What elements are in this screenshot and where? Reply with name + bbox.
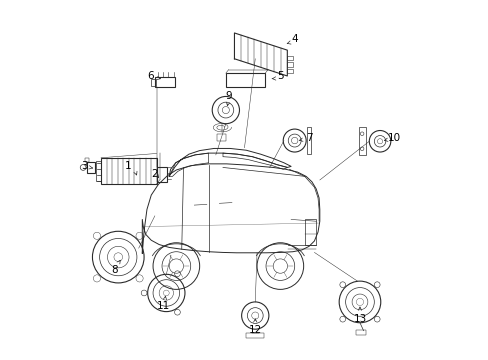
Text: 13: 13 — [353, 314, 366, 324]
Text: 1: 1 — [124, 161, 131, 171]
Text: 9: 9 — [225, 91, 232, 102]
Text: 6: 6 — [146, 71, 153, 81]
Text: 11: 11 — [157, 301, 170, 311]
Text: 8: 8 — [111, 265, 118, 275]
Text: 5: 5 — [277, 71, 283, 81]
Text: 10: 10 — [387, 133, 400, 143]
Text: 2: 2 — [151, 168, 158, 179]
Text: 4: 4 — [291, 34, 297, 44]
Text: 12: 12 — [248, 325, 262, 334]
Text: 7: 7 — [305, 133, 312, 143]
Text: 3: 3 — [81, 161, 88, 171]
